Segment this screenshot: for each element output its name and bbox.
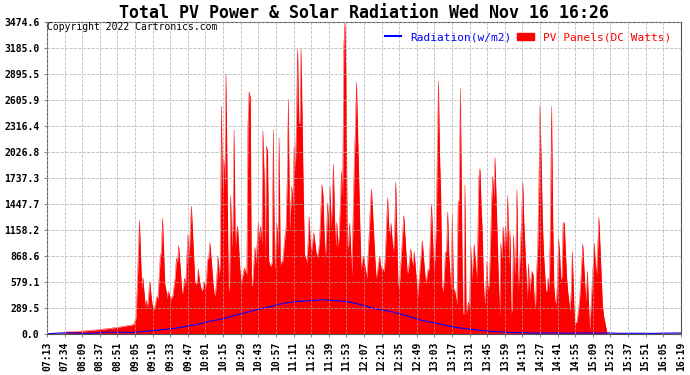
Legend: Radiation(w/m2), PV Panels(DC Watts): Radiation(w/m2), PV Panels(DC Watts)	[380, 28, 676, 47]
Title: Total PV Power & Solar Radiation Wed Nov 16 16:26: Total PV Power & Solar Radiation Wed Nov…	[119, 4, 609, 22]
Text: Copyright 2022 Cartronics.com: Copyright 2022 Cartronics.com	[47, 22, 217, 32]
